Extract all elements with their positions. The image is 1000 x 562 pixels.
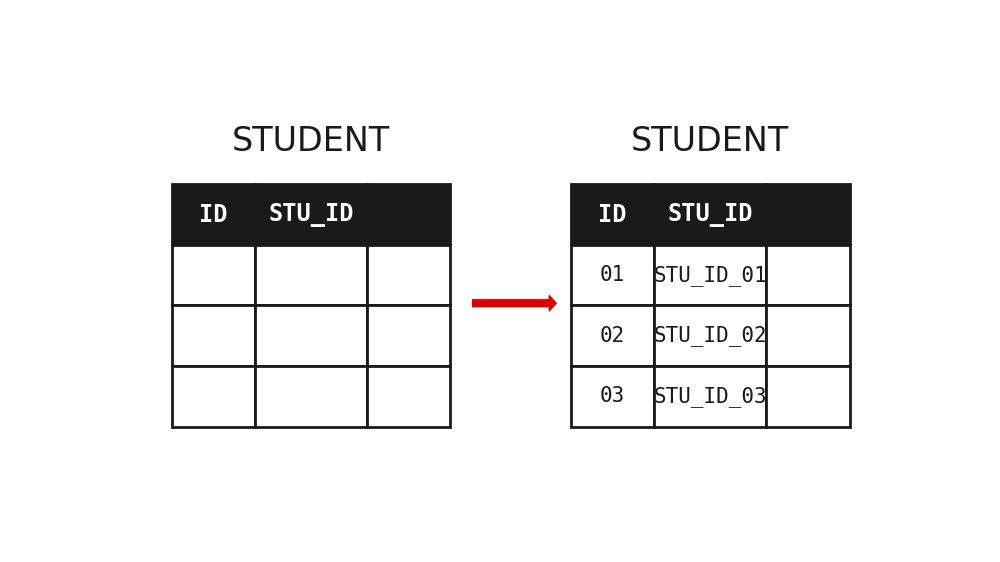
Text: 01: 01 [600,265,625,285]
Bar [571,245,654,306]
Bar [571,184,654,245]
Bar [367,366,450,427]
Bar [766,366,850,427]
Bar [172,306,255,366]
Text: STU_ID: STU_ID [667,202,753,226]
Bar [654,184,766,245]
Bar [255,366,367,427]
Bar [255,245,367,306]
Bar [172,245,255,306]
Text: ID: ID [199,202,228,226]
Bar [571,366,654,427]
Bar [255,184,367,245]
Bar [654,366,766,427]
Text: ID: ID [598,202,627,226]
Text: STU_ID_02: STU_ID_02 [653,325,767,346]
Bar [654,306,766,366]
Text: STU_ID_03: STU_ID_03 [653,386,767,407]
Bar [172,184,255,245]
Bar [766,245,850,306]
Bar [255,306,367,366]
Bar [367,245,450,306]
Bar [766,306,850,366]
Bar [367,184,450,245]
Text: STU_ID_01: STU_ID_01 [653,265,767,285]
Bar [571,306,654,366]
Text: 02: 02 [600,326,625,346]
Text: STUDENT: STUDENT [232,125,390,158]
Bar [766,184,850,245]
Bar [654,245,766,306]
Text: 03: 03 [600,386,625,406]
Text: STUDENT: STUDENT [631,125,789,158]
Bar [172,366,255,427]
Bar [367,306,450,366]
Text: STU_ID: STU_ID [268,202,354,226]
